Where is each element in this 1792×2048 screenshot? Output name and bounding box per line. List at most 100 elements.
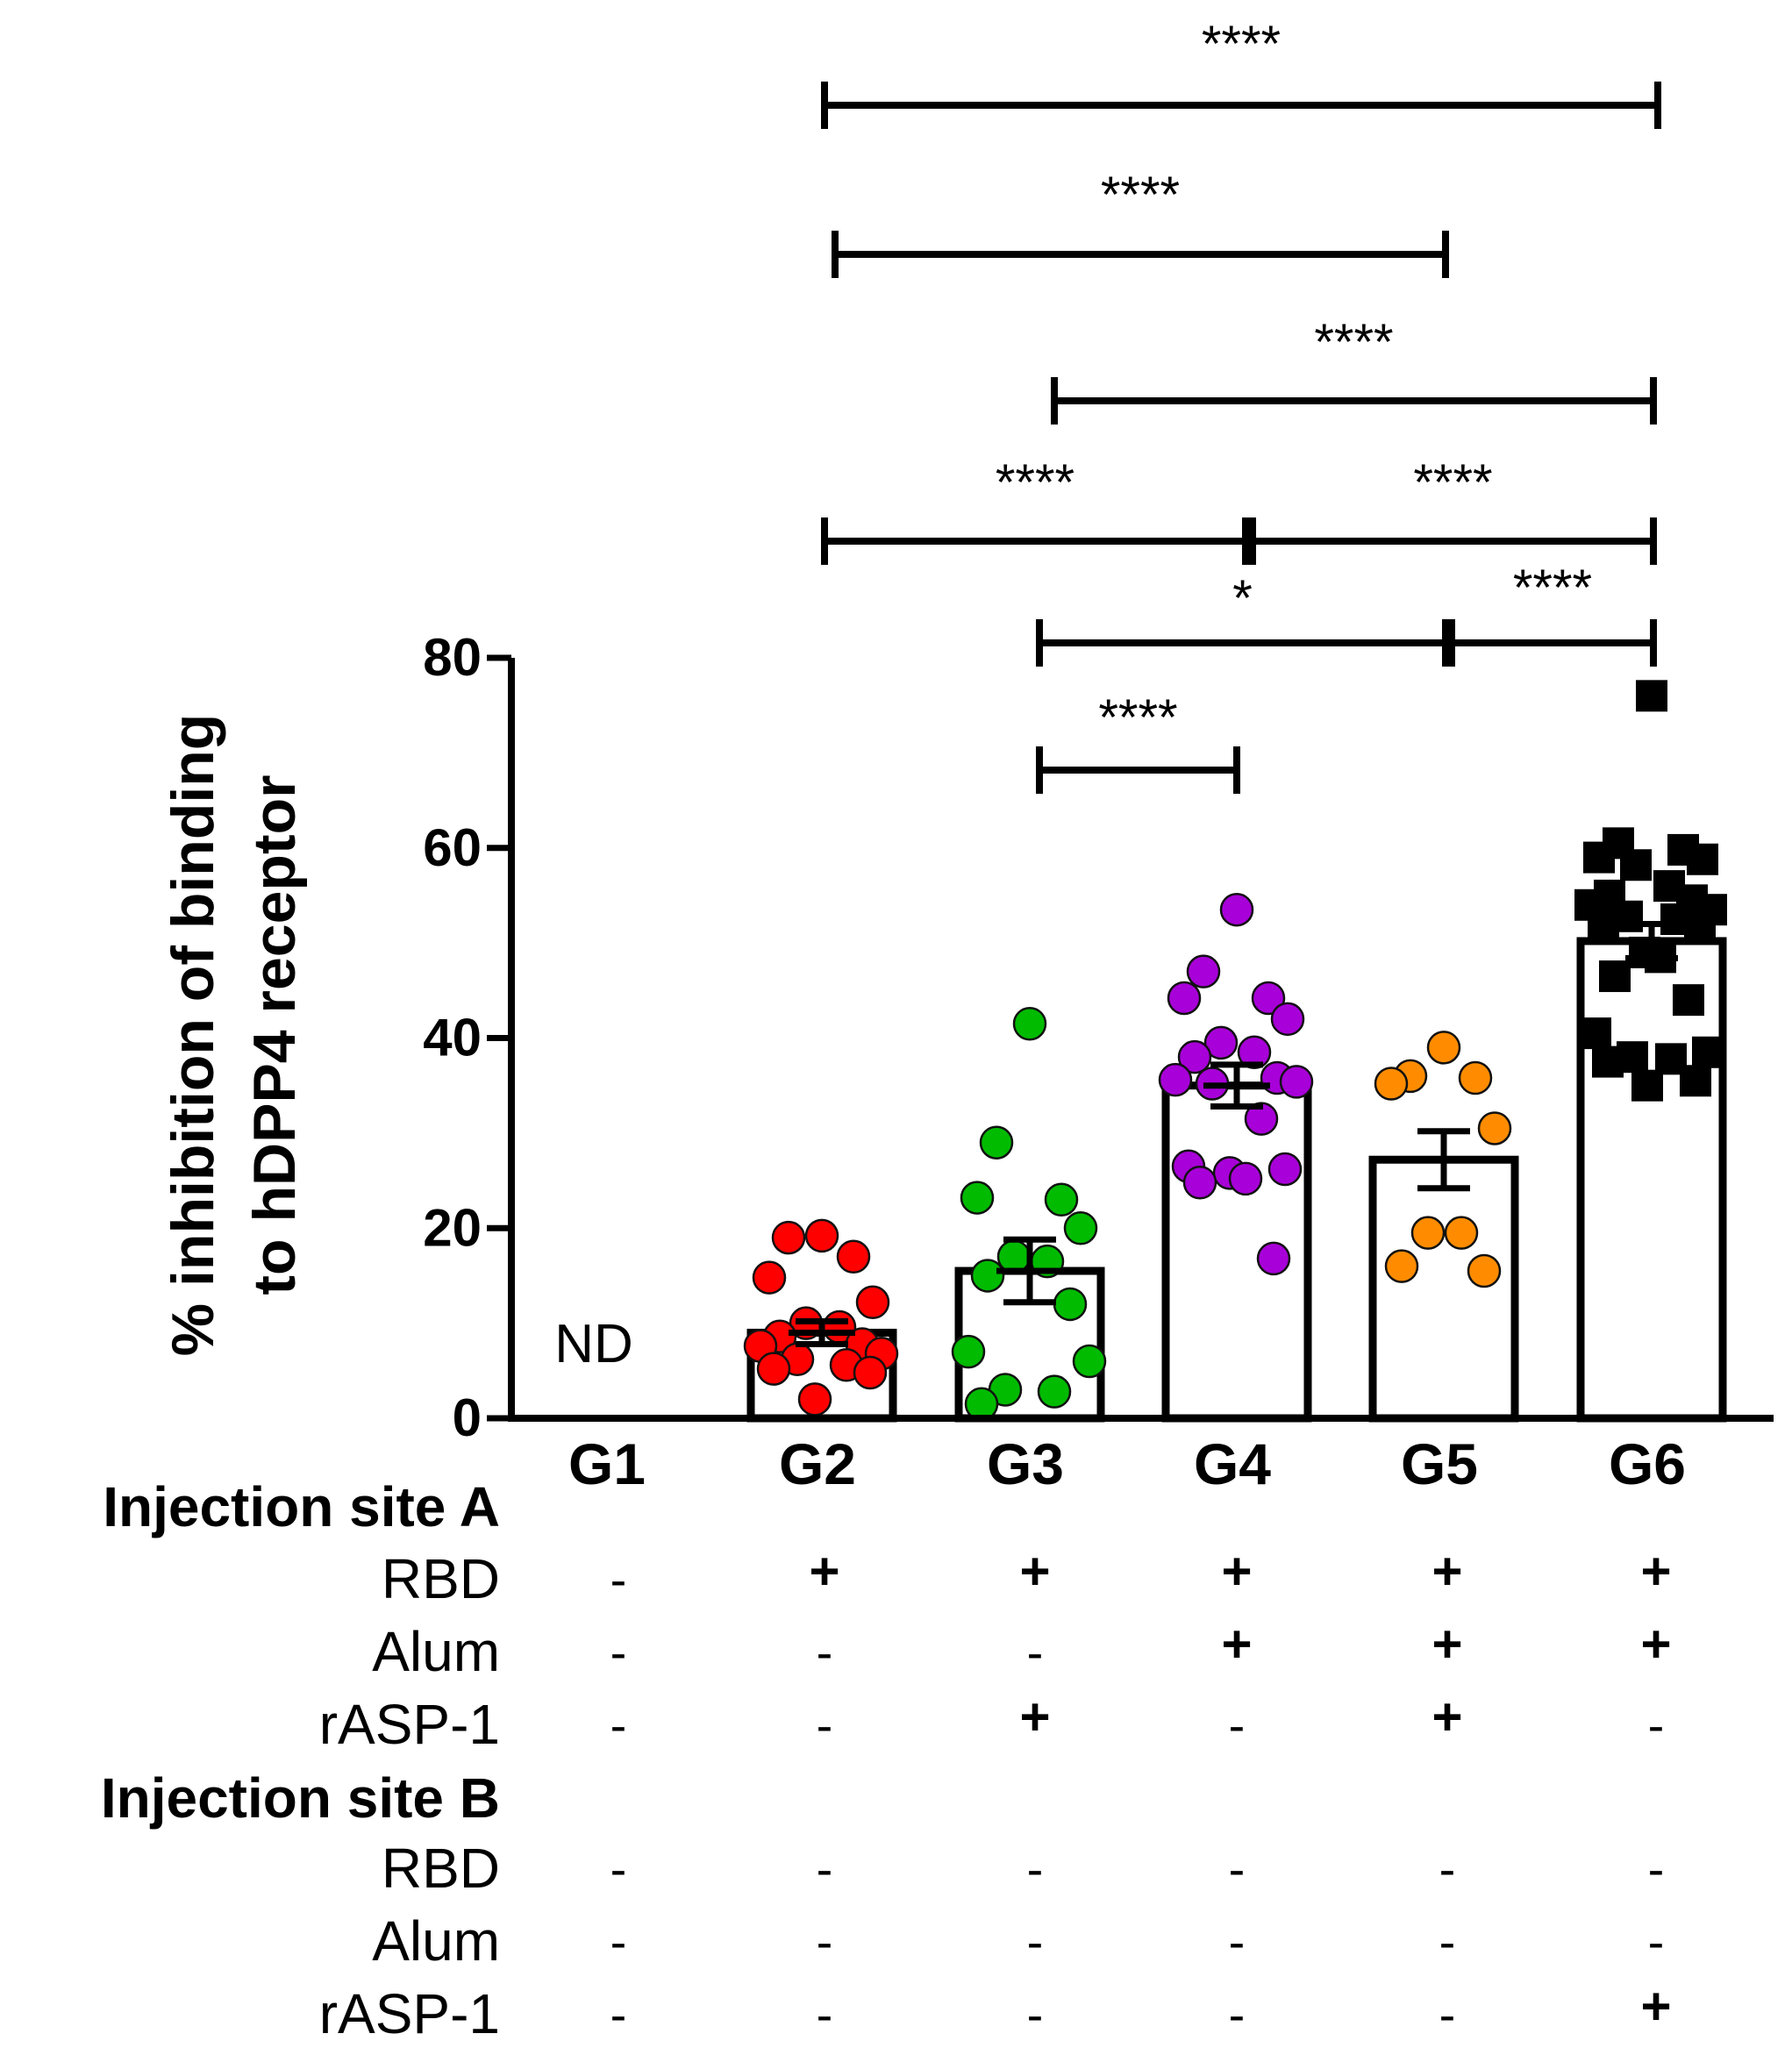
table-row-label: Alum [372,1620,500,1683]
x-tick-label: G2 [779,1431,856,1496]
data-point-G4 [1203,1025,1239,1060]
table-cell-minus: - [1027,1987,1044,2042]
design-table: Injection site A RBD - + + + + + Alum - - - + + + rASP-… [101,1475,1672,2045]
data-point-G3 [1072,1344,1107,1379]
data-point-G2 [804,1218,839,1253]
data-point-G6 [1673,984,1704,1017]
data-point-G5 [1374,1067,1409,1101]
table-cell-minus: - [817,1841,833,1896]
table-cell-minus: - [1648,1841,1665,1896]
data-point-G3 [1053,1287,1088,1322]
table-section-title: Injection site A [103,1475,500,1538]
table-row-label: RBD [382,1547,500,1610]
x-tick-label: G4 [1194,1431,1271,1496]
error-bars [789,920,1685,1347]
y-tick-label: 80 [423,628,482,687]
data-point-G3 [1037,1374,1072,1409]
data-point-G4 [1182,1165,1217,1200]
table-cell-minus: - [610,1697,627,1752]
table-row-label: rASP-1 [319,1693,500,1756]
significance-label: **** [1513,560,1592,617]
data-point-G4 [1244,1102,1279,1136]
data-point-G5 [1477,1111,1512,1145]
table-cell-plus: + [1640,1542,1671,1601]
table-row-label: rASP-1 [319,1982,500,2045]
data-point-G5 [1467,1253,1502,1288]
y-axis-title: % inhibition of binding to hDPP4 receptor [160,714,308,1357]
table-cell-minus: - [1027,1624,1044,1680]
significance-label: * [1232,570,1253,627]
table-cell-plus: + [1221,1615,1252,1673]
data-point-G4 [1219,892,1254,927]
table-cell-plus: + [1640,1977,1671,2036]
data-point-G4 [1251,981,1286,1016]
table-cell-plus: + [1640,1615,1671,1673]
significance-brackets: **************** ***** ******** [821,16,1661,794]
table-cell-plus: + [1221,1542,1252,1601]
table-cell-minus: - [1439,1914,1456,1969]
x-tick-label: G1 [568,1431,646,1496]
data-point-G4 [1228,1161,1263,1196]
significance-label: **** [1101,167,1180,224]
data-point-G6 [1580,1017,1611,1050]
data-point-G4 [1279,1065,1314,1099]
data-point-G4 [1177,1039,1212,1074]
data-point-G4 [1186,954,1221,988]
table-cell-plus: + [1019,1688,1050,1746]
table-section-title: Injection site B [101,1766,500,1830]
axes: 0 20 40 60 80 G1 G2 G3 G4 G5 G6 [423,628,1774,1496]
table-cell-minus: - [1229,1987,1246,2042]
table-cell-minus: - [610,1914,627,1969]
table-cell-minus: - [1229,1697,1246,1752]
data-point-G5 [1444,1216,1479,1250]
significance-label: **** [996,454,1074,511]
data-point-G4 [1167,981,1202,1016]
table-cell-plus: + [1431,1688,1462,1746]
data-point-G2 [756,1352,791,1386]
y-tick-label: 60 [423,818,482,877]
data-point-G5 [1426,1031,1461,1065]
data-point-G6 [1588,908,1619,940]
data-point-G3 [951,1334,986,1369]
data-point-G2 [836,1239,871,1274]
data-point-G2 [853,1355,888,1390]
x-tick-label: G3 [987,1431,1064,1496]
table-cell-minus: - [817,1914,833,1969]
data-point-G5 [1410,1216,1446,1250]
table-cell-minus: - [1648,1697,1665,1752]
table-cell-plus: + [1431,1542,1462,1601]
significance-label: **** [1202,16,1281,73]
data-point-G3 [1063,1211,1098,1245]
significance-label: **** [1413,454,1492,511]
data-point-G3 [979,1125,1014,1160]
data-point-G3 [960,1181,995,1215]
table-cell-minus: - [1229,1914,1246,1969]
data-point-G4 [1256,1241,1291,1276]
table-cell-minus: - [610,1552,627,1607]
significance-label: **** [1098,689,1177,746]
data-point-G6 [1684,912,1716,945]
bar-G5 [1368,1155,1519,1423]
data-point-G4 [1158,1062,1193,1097]
table-cell-minus: - [817,1697,833,1752]
data-point-G3 [970,1259,1005,1293]
data-point-G2 [771,1220,806,1255]
table-cell-plus: + [1431,1615,1462,1673]
data-point-G6 [1636,680,1667,712]
data-point-G3 [1044,1182,1079,1217]
table-row-label: RBD [382,1837,500,1900]
significance-label: **** [1314,314,1393,371]
table-cell-minus: - [1027,1841,1044,1896]
data-point-G3 [996,1239,1032,1274]
data-point-G4 [1237,1035,1272,1070]
x-tick-label: G6 [1609,1431,1686,1496]
table-cell-minus: - [610,1841,627,1896]
data-point-G2 [855,1285,890,1320]
y-axis-title-line: % inhibition of binding [160,714,226,1357]
y-tick-label: 20 [423,1198,482,1257]
table-cell-minus: - [1027,1914,1044,1969]
data-point-G6 [1583,841,1615,874]
data-point-G6 [1631,1069,1663,1102]
data-point-G6 [1592,1045,1624,1078]
table-cell-minus: - [817,1624,833,1680]
